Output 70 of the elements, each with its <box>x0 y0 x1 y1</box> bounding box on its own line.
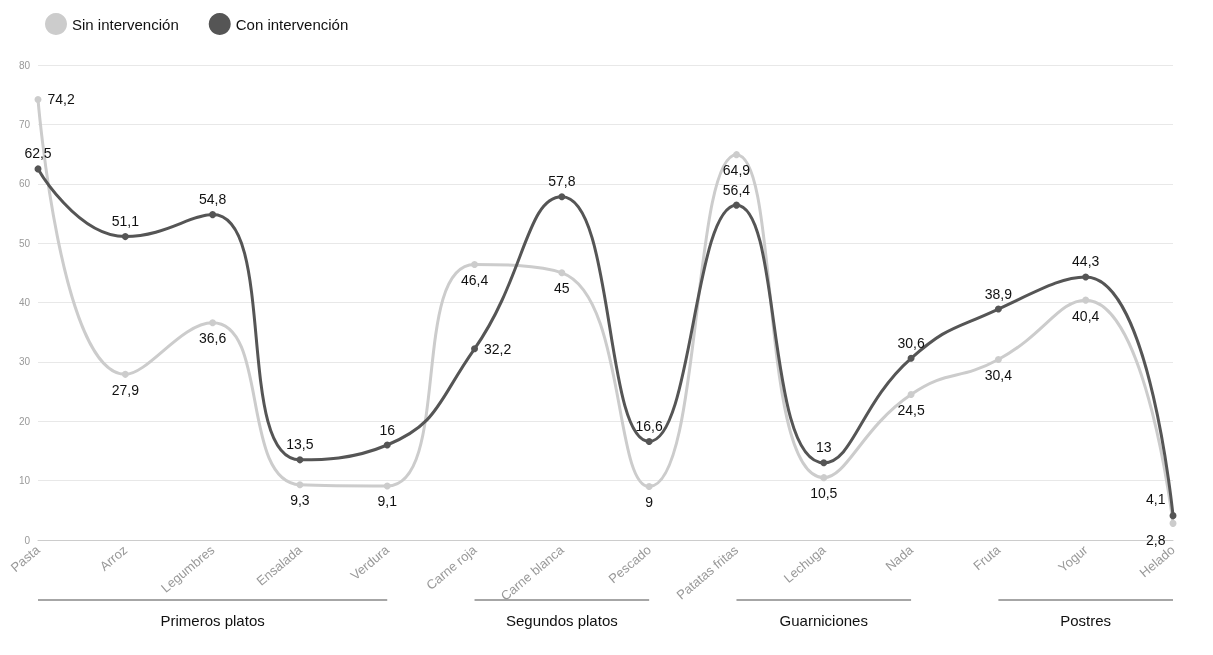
point <box>296 481 304 489</box>
point <box>383 441 391 449</box>
point <box>209 211 217 219</box>
point <box>1169 512 1177 520</box>
data-label: 57,8 <box>548 173 576 190</box>
point <box>383 482 391 490</box>
point <box>820 459 828 467</box>
data-label: 9 <box>645 494 654 511</box>
data-label: 2,8 <box>1146 531 1166 548</box>
data-label: 16 <box>379 421 396 438</box>
data-label: 46,4 <box>460 272 489 288</box>
text: Postres <box>1060 611 1112 629</box>
data-label: 56,4 <box>722 181 751 198</box>
point <box>820 474 828 482</box>
legend-label: Sin intervención <box>72 15 179 33</box>
point <box>34 95 42 103</box>
data-label: 32,2 <box>484 340 512 357</box>
data-label: 16,6 <box>635 417 663 434</box>
data-label: 45 <box>554 280 570 297</box>
y-tick-label: 80 <box>18 59 31 71</box>
point <box>1169 519 1177 527</box>
y-tick-label: 70 <box>18 118 31 130</box>
data-label: 9,3 <box>290 492 310 509</box>
data-label: 10,5 <box>810 485 838 502</box>
data-label: 54,8 <box>198 191 227 208</box>
point <box>121 370 129 378</box>
data-label: 9,1 <box>377 493 398 510</box>
point <box>1082 296 1090 304</box>
legend-label: Con intervención <box>235 15 349 33</box>
point <box>732 151 740 159</box>
data-label: 4,1 <box>1146 491 1166 508</box>
point <box>558 269 566 277</box>
point <box>907 391 915 399</box>
data-label: 30,4 <box>984 367 1013 383</box>
data-label: 40,4 <box>1072 307 1100 324</box>
data-label: 64,9 <box>722 162 751 179</box>
point <box>471 345 479 353</box>
data-label: 13 <box>815 439 832 456</box>
point <box>1082 273 1090 281</box>
text: Primeros platos <box>160 611 265 629</box>
y-tick-label: 60 <box>18 178 31 190</box>
point <box>645 483 653 491</box>
data-label: 38,9 <box>984 285 1013 302</box>
data-label: 27,9 <box>111 381 140 398</box>
y-tick-label: 0 <box>24 534 31 546</box>
data-label: 30,6 <box>897 334 925 351</box>
y-tick-label: 20 <box>18 415 31 427</box>
point <box>907 354 915 362</box>
point <box>296 456 304 464</box>
data-label: 36,6 <box>198 330 227 347</box>
point <box>994 356 1002 363</box>
data-label: 44,3 <box>1072 253 1100 270</box>
data-label: 24,5 <box>897 402 925 419</box>
y-tick-label: 30 <box>18 356 31 368</box>
point <box>209 319 217 327</box>
point <box>121 233 129 241</box>
text: Segundos platos <box>505 611 618 629</box>
point <box>471 261 479 268</box>
data-label: 74,2 <box>47 91 75 108</box>
data-label: 62,5 <box>24 145 52 162</box>
point <box>558 193 566 201</box>
text: Guarniciones <box>779 611 868 629</box>
data-label: 13,5 <box>286 436 314 453</box>
y-tick-label: 40 <box>18 297 31 308</box>
point <box>994 305 1002 313</box>
point <box>645 437 653 445</box>
data-label: 51,1 <box>111 213 140 230</box>
y-tick-label: 10 <box>18 475 31 487</box>
point <box>732 201 740 209</box>
y-tick-label: 50 <box>18 237 31 249</box>
